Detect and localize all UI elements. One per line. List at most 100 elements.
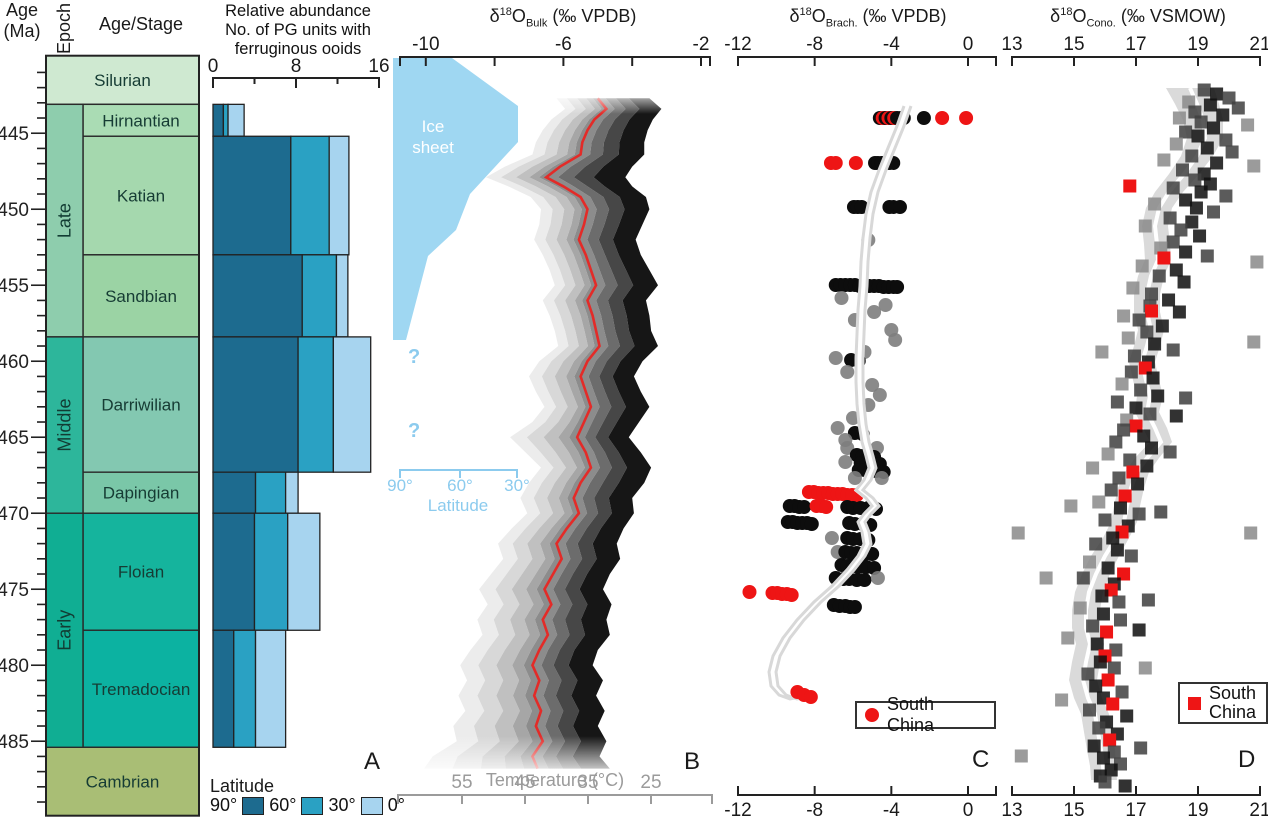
- cono-point-b: [1216, 108, 1230, 122]
- question-mark-2: ?: [408, 420, 421, 442]
- age-axis-header: Age (Ma): [0, 0, 44, 42]
- brach-points: [742, 111, 974, 614]
- brach-point-b: [804, 517, 819, 531]
- cono-point-b: [1146, 371, 1160, 385]
- brach-point-b: [916, 111, 931, 125]
- cono-point-b: [1118, 779, 1132, 793]
- delta-symbol: δ: [789, 6, 800, 26]
- south-china-dot-swatch: [865, 708, 879, 722]
- age-header-line2: (Ma): [3, 21, 41, 41]
- brach-point-b: [890, 280, 905, 294]
- axis-tick-label: 55: [451, 772, 472, 793]
- cono-point-g: [1241, 118, 1255, 132]
- delta-symbol: δ: [489, 6, 500, 26]
- axis-tick-label: 25: [640, 772, 661, 793]
- cono-point-g: [1157, 153, 1171, 167]
- cono-point-d: [1200, 249, 1214, 263]
- strat-unit-cambrian: [45, 746, 200, 817]
- axis-line: [737, 786, 997, 796]
- question-mark-1: ?: [408, 346, 421, 368]
- cono-point-d: [1141, 593, 1155, 607]
- cono-axis-title: δ18OCono. (‰ VSMOW): [1050, 6, 1226, 30]
- cono-point-d: [1219, 133, 1233, 147]
- cono-point-d: [1231, 101, 1245, 115]
- cono-point-b: [1148, 337, 1162, 351]
- axis-tick-label: 13: [1001, 34, 1022, 55]
- cono-point-d: [1098, 775, 1112, 789]
- cono-point-d: [1132, 313, 1146, 327]
- stage-header: Age/Stage: [98, 14, 184, 34]
- cono-point-d: [1176, 163, 1189, 177]
- brach-point-r: [742, 585, 757, 599]
- axis-tick-label: -8: [806, 800, 823, 821]
- axis-tick-label: 35: [577, 772, 598, 793]
- abundance-axis: [212, 77, 380, 88]
- axis-tick-label: 13: [1001, 800, 1022, 821]
- cono-point-b: [1101, 561, 1115, 575]
- axis-tick-label: -6: [555, 34, 572, 55]
- cono-point-d: [1109, 435, 1123, 449]
- cono-point-d: [1124, 365, 1138, 379]
- cono-point-b: [1145, 441, 1158, 455]
- axis: [399, 56, 711, 66]
- latitude-mini-axis: [399, 469, 518, 478]
- strat-unit-label: Sandbian: [105, 287, 177, 306]
- brach-point-g: [878, 298, 893, 312]
- age-tick-label: 470: [0, 504, 29, 525]
- strat-unit-label: Katian: [117, 187, 165, 206]
- bulk-median-line: [530, 97, 609, 770]
- cono-point-g: [1101, 447, 1115, 461]
- axis-tick-label: -12: [724, 34, 751, 55]
- brach-point-g: [834, 291, 849, 305]
- cono-point-d: [1188, 173, 1202, 187]
- cono-point-b: [1129, 401, 1143, 415]
- age-tick-label: 450: [0, 200, 29, 221]
- bar-katian-lat-60-30: [290, 135, 330, 256]
- cono-point-g: [1247, 335, 1261, 349]
- axis-tick-label: 15: [1063, 800, 1084, 821]
- brach-curve-core: [768, 104, 912, 704]
- bar-tremadocian-lat-90-60: [212, 629, 235, 748]
- latitude-legend-swatch: [242, 796, 265, 815]
- cono-point-b: [1104, 763, 1118, 777]
- axis-tick-label: 17: [1125, 34, 1146, 55]
- brach-point-g: [838, 455, 853, 469]
- cono-point-d: [1140, 325, 1154, 339]
- age-tick-label: 465: [0, 428, 29, 449]
- ice-sheet-label: Ice sheet: [412, 117, 454, 157]
- cono-point-r: [1138, 361, 1152, 375]
- cono-point-d: [1222, 91, 1236, 105]
- cono-point-r: [1123, 179, 1137, 193]
- cono-point-g: [1073, 601, 1087, 615]
- bulk-band: [541, 98, 626, 769]
- cono-point-b: [1203, 98, 1217, 112]
- cono-point-g: [1182, 95, 1196, 109]
- south-china-label-c: South China: [887, 694, 935, 735]
- axis-line: [397, 794, 713, 804]
- bar-darriwilian-lat-30-0: [332, 336, 372, 473]
- abundance-title-line1: Relative abundance: [225, 2, 371, 20]
- cono-point-g: [1172, 111, 1186, 125]
- cono-point-b: [1162, 293, 1176, 307]
- cono-point-b: [1200, 141, 1214, 155]
- cono-point-d: [1166, 343, 1180, 357]
- brach-point-b: [857, 573, 872, 587]
- latitude-scale-title: Latitude: [427, 496, 489, 515]
- axis: [737, 56, 997, 66]
- strat-unit-silurian: [45, 55, 200, 106]
- cono-point-b: [1210, 87, 1224, 101]
- cono-point-g: [1126, 281, 1140, 295]
- strat-unit-label: Hirnantian: [102, 111, 180, 130]
- strat-column-border: [45, 54, 200, 817]
- cono-point-b: [1137, 429, 1151, 443]
- bulk-band: [568, 98, 662, 769]
- cono-point-d: [1143, 407, 1157, 421]
- cono-point-d: [1107, 661, 1121, 675]
- panel-letter-b: B: [684, 748, 701, 775]
- brach-point-g: [888, 333, 903, 347]
- cono-point-d: [1207, 205, 1220, 219]
- cono-point-r: [1103, 733, 1117, 747]
- strat-unit-label: Darriwilian: [101, 396, 180, 415]
- brach-point-g: [824, 531, 839, 545]
